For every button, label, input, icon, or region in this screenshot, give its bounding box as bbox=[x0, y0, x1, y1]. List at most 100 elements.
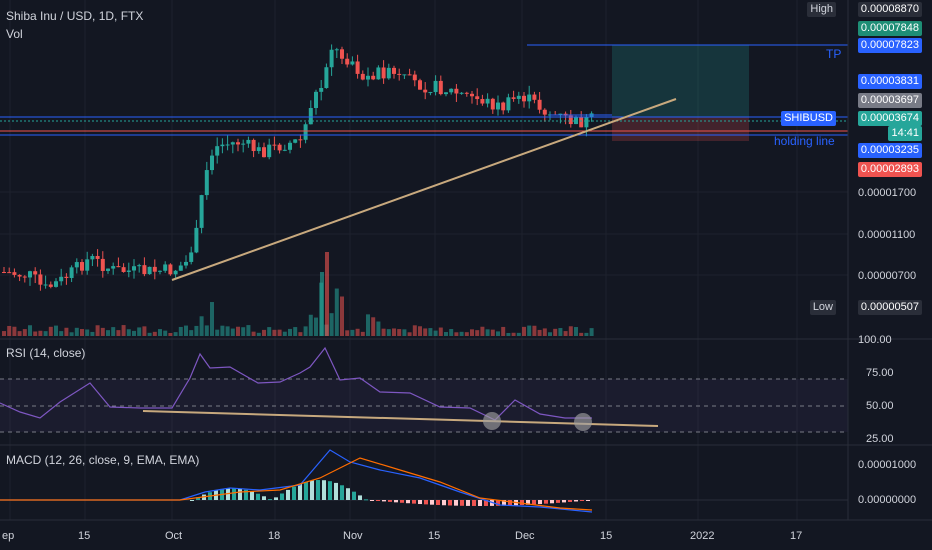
time-tick: Nov bbox=[343, 530, 363, 542]
volume-bar bbox=[298, 332, 303, 336]
rsi-tick: 50.00 bbox=[866, 400, 894, 412]
volume-bar bbox=[277, 329, 282, 336]
macd-histogram-bar bbox=[250, 491, 254, 500]
volume-bar bbox=[256, 332, 261, 336]
volume-bar bbox=[464, 332, 469, 336]
macd-histogram-bar bbox=[382, 500, 386, 502]
volume-bar bbox=[428, 328, 433, 336]
candle-body bbox=[272, 144, 277, 146]
candle-body bbox=[95, 256, 100, 259]
macd-tick: 0.00001000 bbox=[858, 459, 917, 471]
volume-bar bbox=[64, 327, 69, 336]
macd-histogram-bar bbox=[436, 500, 440, 505]
volume-bar bbox=[59, 331, 64, 336]
candle-body bbox=[464, 92, 469, 94]
volume-bar bbox=[423, 328, 428, 336]
candle-body bbox=[43, 284, 48, 286]
volume-bar bbox=[142, 326, 147, 336]
volume-bar bbox=[43, 331, 48, 336]
candle-body bbox=[516, 95, 521, 99]
candle-body bbox=[475, 96, 480, 100]
volume-bar bbox=[204, 325, 209, 336]
candle-body bbox=[2, 272, 6, 273]
volume-bar bbox=[33, 331, 38, 336]
macd-histogram-bar bbox=[424, 500, 428, 505]
candle-body bbox=[54, 281, 58, 287]
volume-bar bbox=[111, 327, 116, 336]
candle-body bbox=[412, 74, 417, 81]
candle-body bbox=[340, 49, 344, 59]
candle-body bbox=[85, 259, 90, 271]
holding-line-label: holding line bbox=[774, 134, 835, 148]
volume-bar bbox=[194, 325, 199, 336]
candle-body bbox=[90, 256, 95, 260]
candle-body bbox=[324, 67, 329, 88]
volume-bar bbox=[334, 288, 339, 336]
macd-histogram-bar bbox=[400, 500, 404, 503]
rsi-tick: 75.00 bbox=[866, 367, 894, 379]
macd-histogram-bar bbox=[286, 489, 290, 500]
volume-bar bbox=[579, 332, 584, 336]
volume-bar bbox=[100, 327, 105, 336]
volume-bar bbox=[236, 326, 240, 336]
candle-body bbox=[449, 88, 454, 93]
volume-bar bbox=[147, 332, 152, 336]
volume-bar bbox=[215, 329, 220, 336]
candle-body bbox=[376, 67, 381, 80]
candle-body bbox=[142, 265, 147, 275]
volume-bar bbox=[293, 327, 298, 336]
macd-histogram-bar bbox=[274, 497, 278, 500]
macd-signal-line bbox=[0, 457, 593, 511]
volume-bar bbox=[563, 331, 568, 336]
volume-bar bbox=[320, 272, 324, 336]
candle-body bbox=[194, 227, 199, 253]
candle-body bbox=[22, 276, 27, 278]
macd-histogram-bar bbox=[370, 500, 374, 501]
volume-bar bbox=[230, 328, 235, 336]
volume-bar bbox=[350, 329, 355, 336]
rsi-marker bbox=[574, 413, 592, 431]
macd-histogram-bar bbox=[412, 500, 416, 504]
holding-price-label: 0.00003235 bbox=[857, 143, 922, 158]
candle-body bbox=[501, 102, 506, 111]
candle-body bbox=[251, 139, 256, 152]
macd-title: MACD (12, 26, close, 9, EMA, EMA) bbox=[6, 453, 200, 467]
volume-bar bbox=[366, 314, 370, 336]
volume-bar bbox=[95, 325, 100, 336]
volume-bar bbox=[501, 326, 506, 336]
volume-bar bbox=[574, 327, 578, 336]
trend-line bbox=[171, 98, 677, 281]
trade-overlays bbox=[0, 44, 848, 281]
macd-histogram-bar bbox=[460, 500, 464, 506]
candle-body bbox=[584, 116, 589, 128]
candle-body bbox=[392, 67, 396, 74]
candle-body bbox=[480, 99, 485, 104]
candle-body bbox=[506, 97, 511, 111]
volume-bar bbox=[438, 327, 443, 336]
macd-histogram-bar bbox=[550, 500, 554, 504]
volume-bar bbox=[173, 332, 178, 336]
low-tag: Low bbox=[809, 300, 836, 315]
volume-bar bbox=[527, 325, 532, 336]
candle-body bbox=[132, 266, 136, 271]
macd-histogram-bar bbox=[316, 480, 320, 500]
candle-body bbox=[80, 262, 84, 271]
candle-body bbox=[522, 95, 526, 102]
candle-body bbox=[116, 266, 121, 268]
volume-bar bbox=[184, 325, 188, 336]
volume-bar bbox=[163, 330, 168, 336]
volume-bar bbox=[225, 326, 230, 336]
candle-body bbox=[59, 276, 64, 282]
volume-bar bbox=[168, 332, 173, 336]
rsi-title: RSI (14, close) bbox=[6, 346, 86, 360]
candle-body bbox=[204, 170, 209, 196]
candle-body bbox=[542, 109, 547, 115]
volume-bar bbox=[345, 330, 350, 336]
candle-body bbox=[126, 270, 131, 272]
volume-bar bbox=[189, 330, 194, 336]
target-zone bbox=[612, 45, 749, 117]
candle-body bbox=[444, 92, 448, 95]
candle-body bbox=[241, 143, 246, 145]
volume-bar bbox=[506, 332, 511, 336]
